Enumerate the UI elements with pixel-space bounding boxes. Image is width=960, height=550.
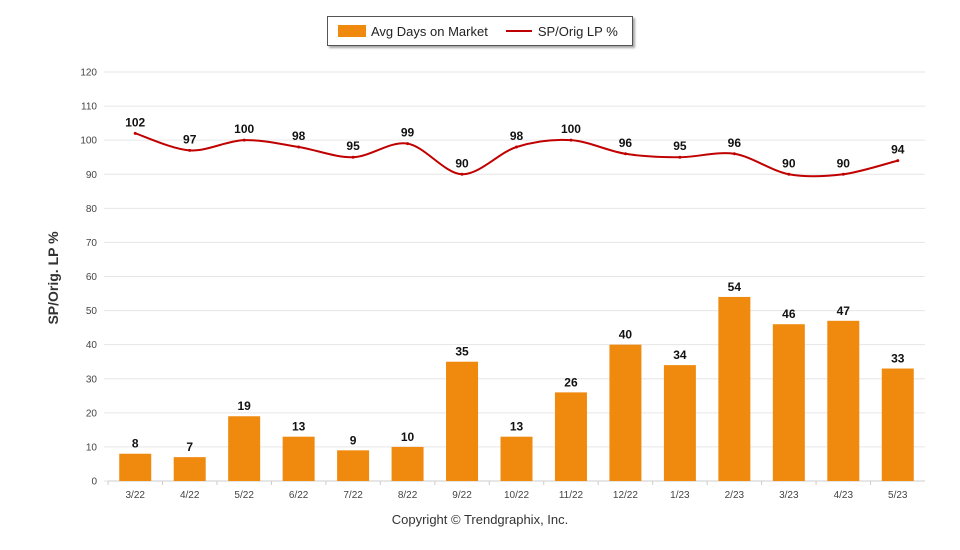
x-tick-label: 11/22 (559, 490, 584, 501)
line-value-label: 90 (837, 156, 851, 170)
legend-item-bars[interactable]: Avg Days on Market (328, 24, 488, 39)
bar (772, 324, 805, 481)
legend-label-bars: Avg Days on Market (371, 23, 488, 39)
line-point (569, 138, 573, 142)
line-point (841, 172, 845, 176)
line-value-label: 98 (292, 129, 306, 143)
bar-value-label: 35 (455, 345, 469, 359)
bar (282, 436, 315, 481)
bar-value-label: 9 (350, 433, 357, 447)
line-value-label: 96 (619, 136, 633, 150)
x-tick-label: 1/23 (670, 490, 690, 501)
y-tick-label: 10 (86, 442, 98, 453)
bar-value-label: 33 (891, 352, 905, 366)
bar (827, 320, 860, 481)
line-point (787, 172, 791, 176)
y-tick-label: 110 (81, 102, 97, 113)
x-tick-label: 4/23 (834, 490, 854, 501)
bar-value-label: 19 (237, 399, 251, 413)
legend-label-line: SP/Orig LP % (537, 23, 618, 39)
line-point (678, 155, 682, 159)
x-tick-label: 3/23 (779, 490, 799, 501)
bar-value-label: 46 (782, 307, 796, 321)
bar-value-label: 54 (728, 280, 742, 294)
x-tick-label: 5/22 (234, 490, 254, 501)
y-tick-label: 40 (86, 340, 98, 351)
bar (500, 436, 533, 481)
bar (391, 446, 424, 481)
bar-value-label: 47 (837, 304, 851, 318)
line-point (623, 152, 627, 156)
bar (609, 344, 642, 481)
bar-value-label: 26 (564, 375, 578, 389)
y-tick-label: 20 (86, 408, 98, 419)
line-value-label: 95 (346, 139, 360, 153)
line-value-label: 99 (401, 126, 415, 140)
line-point (297, 145, 301, 149)
bar (718, 296, 751, 481)
bar (554, 392, 587, 481)
legend: Avg Days on Market SP/Orig LP % (327, 16, 633, 46)
x-tick-label: 4/22 (180, 490, 200, 501)
x-tick-label: 9/22 (452, 490, 472, 501)
y-tick-label: 60 (86, 272, 98, 283)
line-value-label: 95 (673, 139, 687, 153)
line-value-label: 98 (510, 129, 524, 143)
bar-value-label: 34 (673, 348, 687, 362)
line-point (351, 155, 355, 159)
x-tick-label: 2/23 (725, 490, 745, 501)
line-point (133, 131, 137, 135)
line-value-label: 90 (782, 156, 796, 170)
legend-item-line[interactable]: SP/Orig LP % (488, 24, 618, 39)
bar-value-label: 7 (186, 440, 193, 454)
line-value-label: 94 (891, 143, 905, 157)
line-value-label: 100 (561, 122, 581, 136)
x-tick-label: 12/22 (613, 490, 638, 501)
y-tick-label: 70 (86, 238, 98, 249)
line-point (188, 148, 192, 152)
bar (337, 450, 370, 481)
legend-swatch-line (505, 30, 532, 32)
x-tick-label: 8/22 (398, 490, 418, 501)
line-value-label: 102 (125, 115, 145, 129)
y-tick-label: 30 (86, 374, 98, 385)
bar-value-label: 13 (510, 420, 524, 434)
y-tick-label: 120 (80, 68, 97, 79)
legend-swatch-bar (338, 25, 366, 37)
bar (881, 368, 914, 481)
copyright-text: Copyright © Trendgraphix, Inc. (391, 512, 569, 527)
bar (663, 365, 696, 481)
bar (446, 361, 479, 481)
line-point (732, 152, 736, 156)
bar (228, 416, 261, 481)
line-point (242, 138, 246, 142)
bar-value-label: 40 (619, 328, 633, 342)
line-point (515, 145, 518, 149)
line-value-label: 97 (183, 132, 197, 146)
y-tick-label: 50 (86, 306, 98, 317)
line-value-label: 90 (455, 156, 469, 170)
y-tick-label: 100 (80, 136, 97, 147)
bar-value-label: 8 (132, 437, 139, 451)
y-tick-label: 80 (86, 204, 98, 215)
line-point (460, 172, 464, 176)
line-value-label: 100 (234, 122, 254, 136)
x-tick-label: 5/23 (888, 490, 908, 501)
x-tick-label: 6/22 (289, 490, 309, 501)
line-point (896, 159, 900, 163)
x-tick-label: 10/22 (504, 490, 529, 501)
x-tick-label: 3/22 (125, 490, 145, 501)
bar-value-label: 10 (401, 430, 415, 444)
y-tick-label: 90 (86, 170, 98, 181)
bar (119, 453, 152, 481)
bar (173, 457, 206, 481)
line-point (406, 142, 410, 146)
y-axis-title: SP/Orig. LP % (45, 231, 61, 325)
line-value-label: 96 (728, 136, 742, 150)
bar-value-label: 13 (292, 420, 306, 434)
x-tick-label: 7/22 (343, 490, 363, 501)
y-tick-label: 0 (91, 477, 97, 488)
